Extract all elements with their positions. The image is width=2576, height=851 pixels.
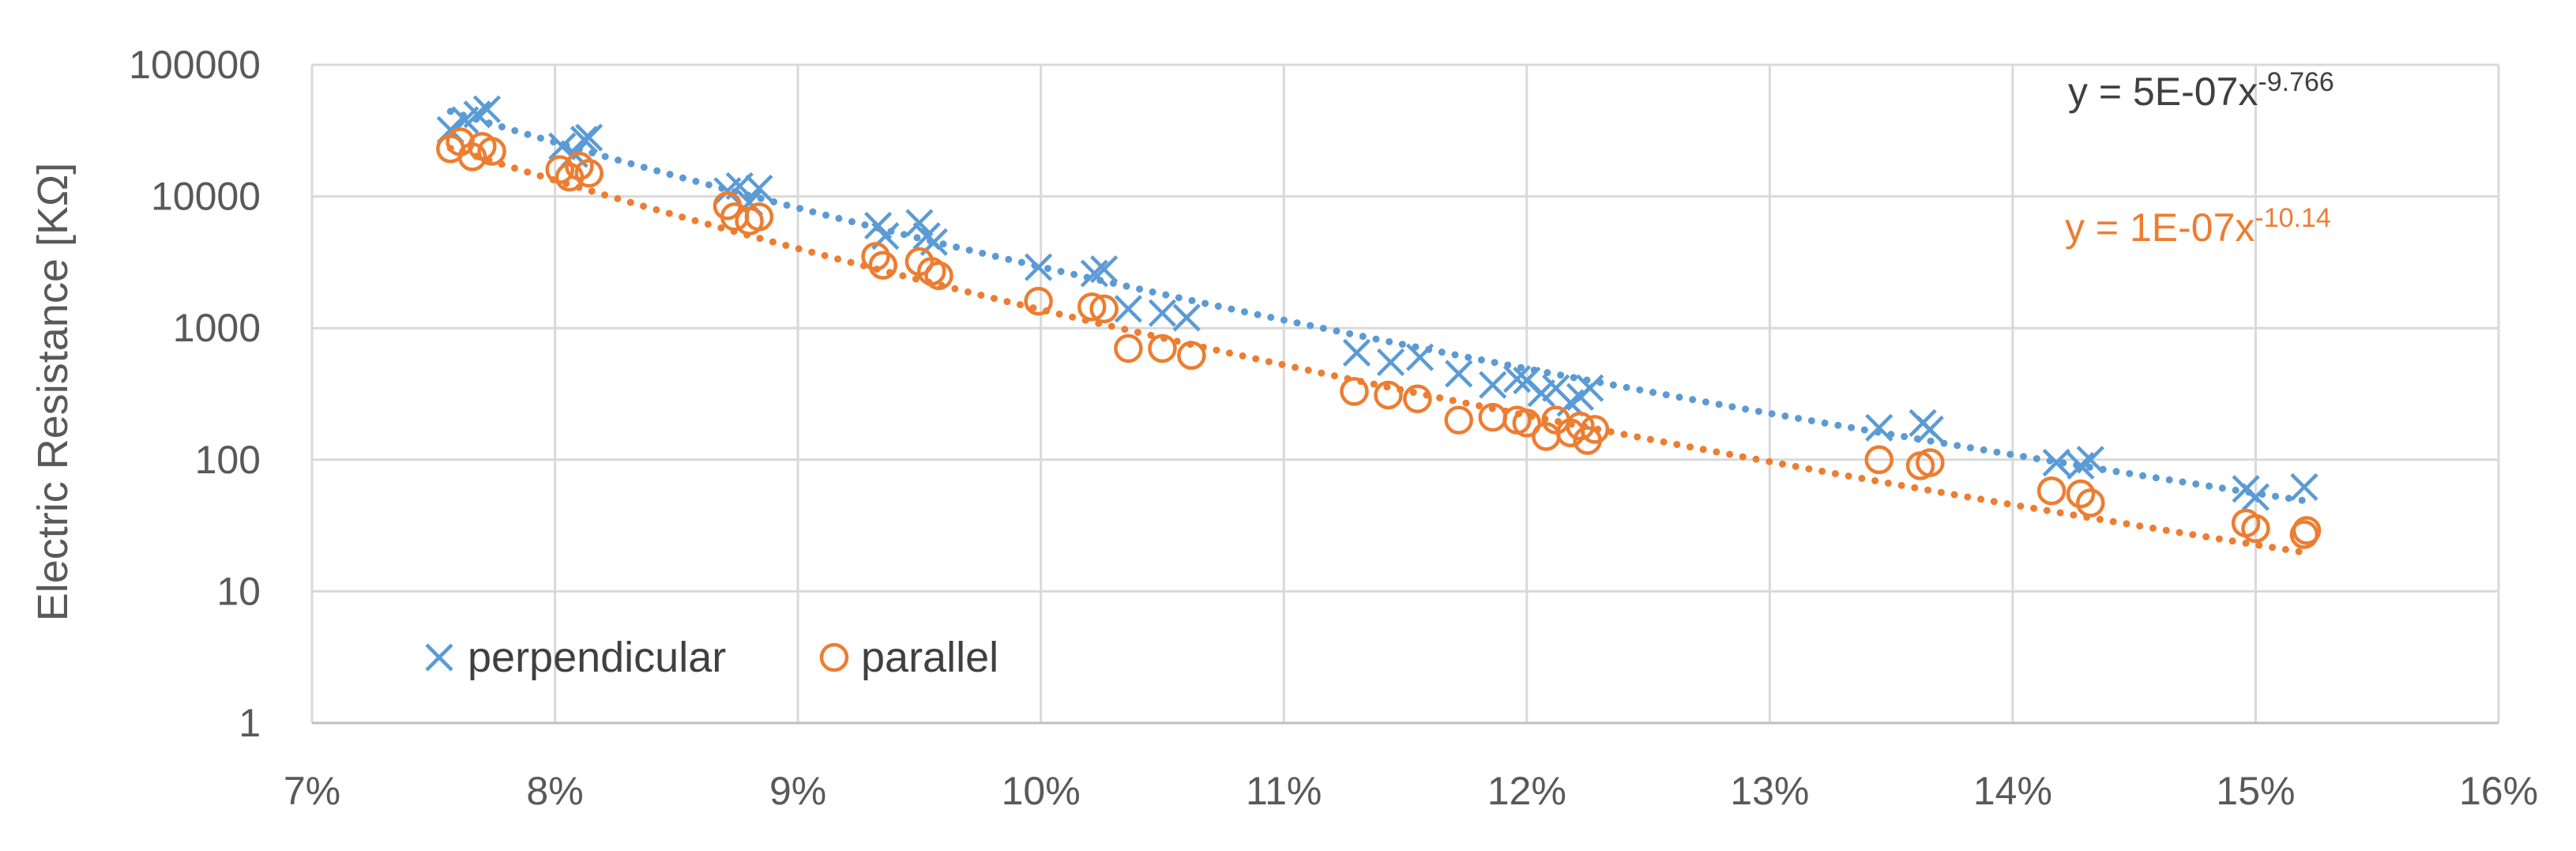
point-perpendicular	[2241, 483, 2270, 511]
equation-exponent-parallel: -10.14	[2254, 203, 2330, 233]
point-parallel	[924, 261, 953, 291]
point-perpendicular	[1114, 295, 1142, 323]
x-tick-label: 14%	[1973, 769, 2052, 813]
point-parallel	[868, 250, 898, 280]
trendline-perpendicular	[446, 107, 2308, 505]
legend-label-parallel: parallel	[861, 634, 998, 681]
point-parallel	[1024, 286, 1053, 316]
point-parallel	[2036, 476, 2066, 506]
point-parallel	[2066, 479, 2096, 509]
data-points	[436, 95, 2322, 549]
point-parallel	[1089, 294, 1119, 324]
x-axis-ticks: 7% 8% 9% 10% 11% 12% 13% 14% 15% 16%	[284, 769, 2538, 813]
y-tick-label: 1	[239, 701, 261, 745]
y-tick-label: 10	[216, 569, 261, 613]
x-tick-label: 12%	[1487, 769, 1566, 813]
legend-label-perpendicular: perpendicular	[468, 634, 726, 681]
legend-marker-perpendicular	[425, 643, 453, 672]
y-axis-title: Electric Resistance [KΩ]	[29, 163, 77, 622]
legend-marker-parallel	[819, 642, 849, 672]
y-tick-label: 100	[195, 438, 261, 482]
point-parallel	[1916, 448, 1945, 477]
point-parallel	[1580, 415, 1610, 444]
x-tick-label: 11%	[1246, 769, 1322, 813]
point-perpendicular	[1527, 379, 1555, 408]
point-parallel	[477, 137, 506, 166]
point-perpendicular	[745, 174, 773, 203]
trendline-equation-perpendicular: y = 5E-07x-9.766	[2068, 67, 2334, 114]
point-perpendicular	[1405, 343, 1435, 371]
grid	[310, 63, 2500, 725]
point-parallel	[1177, 341, 1206, 371]
point-parallel	[574, 159, 604, 188]
point-parallel	[1864, 445, 1893, 475]
point-perpendicular	[1172, 303, 1201, 332]
point-parallel	[2241, 514, 2270, 544]
legend-x-marker	[425, 643, 453, 672]
point-perpendicular	[905, 209, 934, 237]
point-parallel	[744, 202, 774, 232]
y-tick-label: 10000	[151, 175, 261, 219]
point-parallel	[2076, 488, 2105, 518]
point-perpendicular	[472, 95, 502, 123]
y-tick-label: 100000	[129, 43, 261, 87]
point-parallel	[1444, 405, 1473, 435]
trendline-parallel	[446, 145, 2311, 557]
point-parallel	[1114, 333, 1143, 363]
point-perpendicular	[2076, 446, 2104, 474]
point-perpendicular	[1080, 259, 1108, 288]
point-perpendicular	[1148, 299, 1177, 327]
y-axis-ticks: 1 10 100 1000 10000 100000	[129, 43, 261, 745]
point-perpendicular	[2042, 448, 2070, 477]
point-parallel	[1403, 384, 1432, 414]
point-perpendicular	[1090, 255, 1119, 284]
point-perpendicular	[1916, 415, 1944, 443]
x-tick-label: 15%	[2216, 769, 2295, 813]
x-tick-label: 13%	[1730, 769, 1809, 813]
point-parallel	[1566, 412, 1595, 441]
point-parallel	[457, 142, 487, 171]
equation-exponent-perpendicular: -9.766	[2258, 67, 2333, 97]
point-perpendicular	[1502, 365, 1532, 393]
equation-main-parallel: y = 1E-07x	[2065, 205, 2254, 250]
point-perpendicular	[1342, 338, 1371, 367]
point-perpendicular	[1865, 413, 1893, 442]
legend: perpendicular parallel	[425, 634, 998, 681]
point-perpendicular	[575, 123, 604, 152]
point-perpendicular	[570, 126, 599, 154]
y-tick-label: 1000	[173, 306, 261, 350]
point-perpendicular	[1576, 374, 1604, 402]
point-parallel	[1512, 409, 1542, 438]
x-tick-label: 16%	[2459, 769, 2538, 813]
point-parallel	[1374, 380, 1403, 410]
x-tick-label: 10%	[1002, 769, 1081, 813]
point-parallel	[1077, 292, 1107, 322]
point-perpendicular	[1376, 348, 1405, 377]
trendlines	[446, 107, 2311, 557]
point-parallel	[1148, 333, 1177, 363]
x-tick-label: 7%	[284, 769, 340, 813]
point-perpendicular	[1479, 371, 1507, 399]
equation-main-perpendicular: y = 5E-07x	[2068, 70, 2258, 114]
point-perpendicular	[2290, 473, 2318, 501]
trendline-equation-parallel: y = 1E-07x-10.14	[2065, 203, 2331, 250]
x-tick-label: 8%	[526, 769, 583, 813]
point-perpendicular	[1025, 253, 1053, 281]
point-perpendicular	[1445, 360, 1473, 388]
legend-circle-marker	[819, 642, 849, 672]
point-parallel	[1340, 377, 1369, 406]
x-tick-label: 9%	[769, 769, 826, 813]
point-parallel	[861, 242, 890, 271]
point-parallel	[2292, 516, 2322, 545]
